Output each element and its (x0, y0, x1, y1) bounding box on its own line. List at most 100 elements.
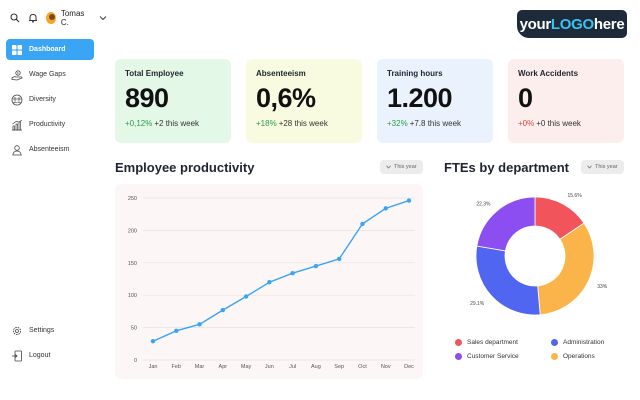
data-point (360, 221, 365, 227)
data-point (267, 280, 272, 285)
slice-label: 33% (597, 284, 608, 290)
donut-slice (537, 222, 595, 316)
legend-label: Operations (563, 353, 595, 360)
kpi-percent: +0,12% (125, 119, 153, 128)
data-point (197, 322, 202, 327)
sidebar-item-productivity[interactable]: Productivity (6, 114, 94, 135)
kpi-card-training-hours: Training hours 1.200 +32% +7.8 this week (377, 59, 493, 143)
x-tick-label: Oct (358, 364, 367, 370)
legend-item: Sales department (455, 339, 551, 346)
sidebar-item-label: Productivity (29, 121, 66, 128)
sidebar-item-diversity[interactable]: Diversity (6, 89, 94, 110)
sidebar-item-label: Wage Gaps (29, 71, 66, 78)
kpi-card-work-accidents: Work Accidents 0 +0% +0 this week (508, 59, 624, 143)
svg-text:$: $ (17, 71, 19, 75)
kpi-change: +32% +7.8 this week (387, 119, 483, 128)
y-tick-label: 200 (128, 228, 137, 234)
sidebar-item-logout[interactable]: Logout (6, 345, 94, 366)
x-tick-label: Jul (289, 364, 296, 370)
slice-label: 22.3% (476, 201, 491, 207)
sidebar: Tomas C. Dashboard $ Wage Gaps Diversity… (0, 0, 106, 400)
data-point (290, 270, 295, 276)
sidebar-item-label: Settings (29, 327, 55, 334)
sidebar-item-dashboard[interactable]: Dashboard (6, 39, 94, 60)
kpi-delta: +28 this week (278, 119, 328, 128)
legend-dot (551, 339, 558, 346)
productivity-title: Employee productivity (115, 160, 255, 175)
data-point (243, 294, 249, 299)
slice-label: 15.6% (567, 193, 582, 199)
kpi-value: 0,6% (256, 83, 316, 113)
x-tick-label: Dec (404, 364, 414, 370)
logout-icon (12, 350, 22, 361)
data-point (150, 339, 156, 344)
legend-item: Administration (551, 339, 615, 346)
sidebar-item-absenteeism[interactable]: Absenteeism (6, 139, 94, 160)
data-point (313, 263, 319, 269)
series-line (152, 199, 410, 342)
kpi-title: Work Accidents (518, 69, 579, 78)
kpi-title: Total Employee (125, 69, 184, 78)
kpi-card-total-employee: Total Employee 890 +0,12% +2 this week (115, 59, 231, 143)
sidebar-item-settings[interactable]: Settings (6, 320, 94, 341)
legend-dot (455, 353, 462, 360)
productivity-icon (12, 119, 23, 130)
settings-icon (12, 326, 22, 335)
kpi-percent: +18% (256, 119, 277, 128)
sidebar-item-wage-gaps[interactable]: $ Wage Gaps (6, 64, 94, 85)
x-tick-label: Sep (334, 364, 344, 370)
bell-icon[interactable] (28, 13, 38, 24)
kpi-change: +0% +0 this week (518, 119, 614, 128)
filter-label: This year (394, 164, 417, 170)
y-tick-label: 0 (134, 358, 137, 364)
productivity-filter-dropdown[interactable]: This year (380, 160, 423, 174)
kpi-percent: +32% (387, 119, 408, 128)
sidebar-nav: Dashboard $ Wage Gaps Diversity Producti… (6, 39, 94, 164)
donut-slice (475, 245, 541, 316)
chevron-down-icon[interactable] (99, 14, 107, 23)
slice-label: 29.1% (470, 301, 485, 307)
legend-item: Operations (551, 353, 615, 360)
legend-label: Customer Service (467, 353, 519, 360)
chevron-down-icon (587, 165, 592, 169)
data-point (383, 206, 388, 211)
donut-chart: 15.6% 33% 29.1% 22.3% (470, 193, 608, 316)
filter-label: This year (595, 164, 618, 170)
x-tick-label: May (241, 364, 252, 370)
legend-label: Sales department (467, 339, 518, 346)
productivity-chart: 0 50 100 150 200 250 Jan Feb Mar Apr May Jun Jul Aug S… (115, 184, 423, 379)
donut-legend: Sales department Administration Customer S… (455, 339, 615, 360)
fte-filter-dropdown[interactable]: This year (581, 160, 624, 174)
x-tick-label: Aug (311, 364, 321, 370)
kpi-delta: +0 this week (536, 119, 581, 128)
x-tick-label: Apr (219, 364, 228, 370)
chevron-down-icon (386, 165, 391, 169)
avatar[interactable] (46, 12, 56, 24)
y-tick-label: 250 (128, 196, 137, 202)
search-icon[interactable] (10, 13, 20, 24)
data-point (174, 328, 179, 334)
dashboard-icon (12, 44, 22, 55)
x-tick-label: Feb (172, 364, 181, 370)
donut-slice (476, 196, 536, 252)
kpi-card-absenteeism: Absenteeism 0,6% +18% +28 this week (246, 59, 362, 143)
company-logo: your LOGO here (517, 10, 627, 38)
x-tick-label: Mar (195, 364, 205, 370)
x-tick-label: Jun (265, 364, 274, 370)
kpi-change: +18% +28 this week (256, 119, 352, 128)
user-name[interactable]: Tomas C. (60, 9, 85, 27)
data-point (406, 198, 412, 203)
fte-title: FTEs by department (444, 160, 569, 175)
kpi-percent: +0% (518, 119, 535, 128)
sidebar-item-label: Absenteeism (29, 146, 70, 153)
sidebar-item-label: Dashboard (29, 46, 66, 53)
sidebar-item-label: Diversity (29, 96, 56, 103)
kpi-value: 1.200 (387, 83, 453, 113)
kpi-change: +0,12% +2 this week (125, 119, 221, 128)
user-bar: Tomas C. (10, 9, 107, 27)
x-tick-label: Nov (381, 364, 391, 370)
legend-label: Administration (563, 339, 605, 346)
kpi-title: Absenteeism (256, 69, 306, 78)
y-tick-label: 150 (128, 261, 137, 267)
y-tick-label: 100 (128, 293, 137, 299)
